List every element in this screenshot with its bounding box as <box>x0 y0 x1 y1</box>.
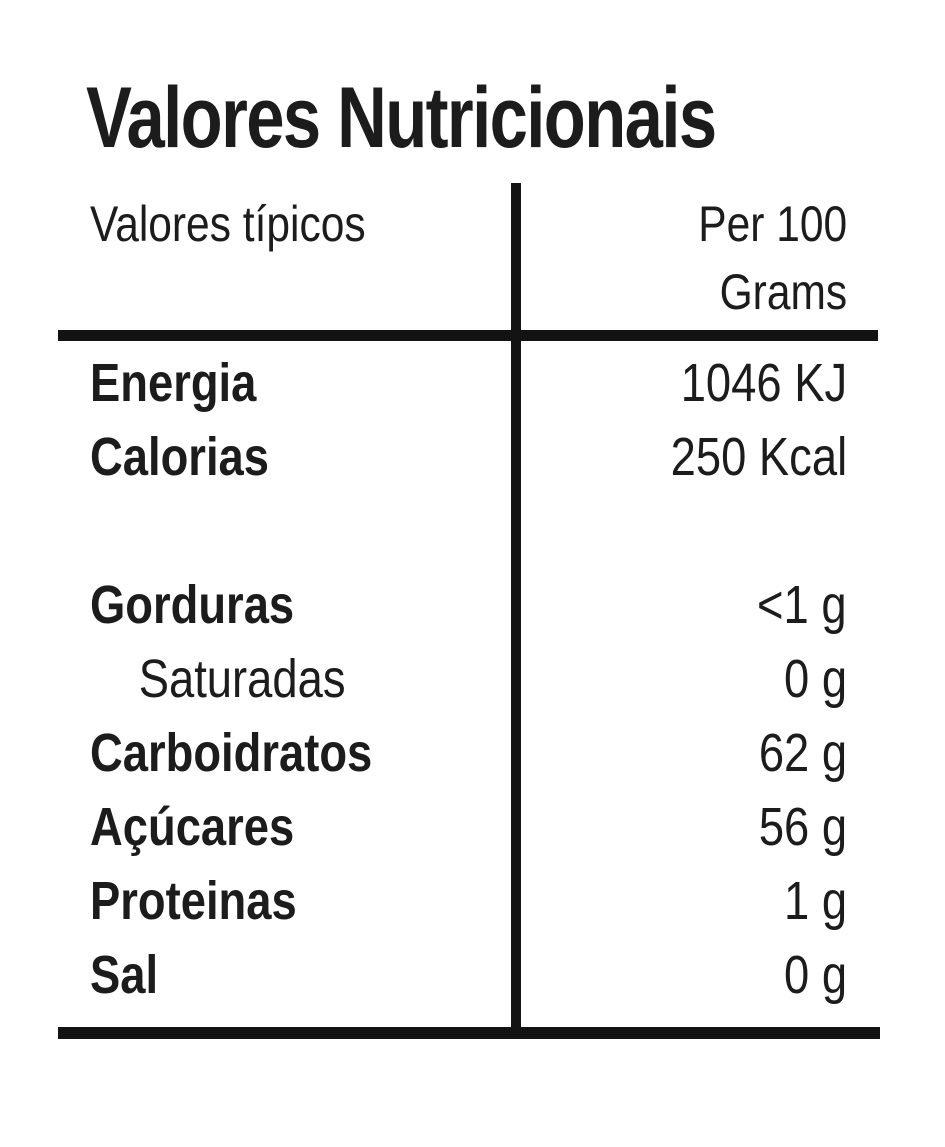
table-row-sal: Sal 0 g <box>0 938 945 1012</box>
row-label: Saturadas <box>138 649 346 709</box>
row-value: <1 g <box>757 575 847 635</box>
row-label: Proteinas <box>90 871 297 931</box>
row-label: Gorduras <box>90 575 295 635</box>
table-row-gorduras: Gorduras <1 g <box>0 568 945 642</box>
header-divider-rule <box>58 330 878 341</box>
per-100-text: Per 100 <box>698 196 847 252</box>
row-value: 0 g <box>783 945 847 1005</box>
table-row-saturadas: Saturadas 0 g <box>0 642 945 716</box>
table-row-proteinas: Proteinas 1 g <box>0 864 945 938</box>
row-label: Sal <box>90 945 159 1005</box>
nutrition-rows: Energia 1046 KJ Calorias 250 Kcal Gordur… <box>0 346 945 1012</box>
grams-text: Grams <box>719 264 848 320</box>
row-label: Energia <box>90 353 257 413</box>
row-label: Açúcares <box>90 797 295 857</box>
row-label: Carboidratos <box>90 723 373 783</box>
table-row-spacer <box>0 494 945 568</box>
row-value: 1 g <box>783 871 847 931</box>
row-value: 56 g <box>758 797 847 857</box>
label-title: Valores Nutricionais <box>86 70 717 166</box>
row-value: 0 g <box>783 649 847 709</box>
column-header-typical-values: Valores típicos <box>90 196 366 252</box>
row-value: 1046 KJ <box>680 353 847 413</box>
table-row-calorias: Calorias 250 Kcal <box>0 420 945 494</box>
table-row-carboidratos: Carboidratos 62 g <box>0 716 945 790</box>
row-label: Calorias <box>90 427 270 487</box>
table-row-energia: Energia 1046 KJ <box>0 346 945 420</box>
column-divider-rule <box>511 183 521 1039</box>
table-row-acucares: Açúcares 56 g <box>0 790 945 864</box>
row-value: 250 Kcal <box>670 427 847 487</box>
column-header-per-100-grams: Per 100 Grams <box>698 190 847 326</box>
row-value: 62 g <box>758 723 847 783</box>
bottom-rule <box>58 1027 880 1039</box>
